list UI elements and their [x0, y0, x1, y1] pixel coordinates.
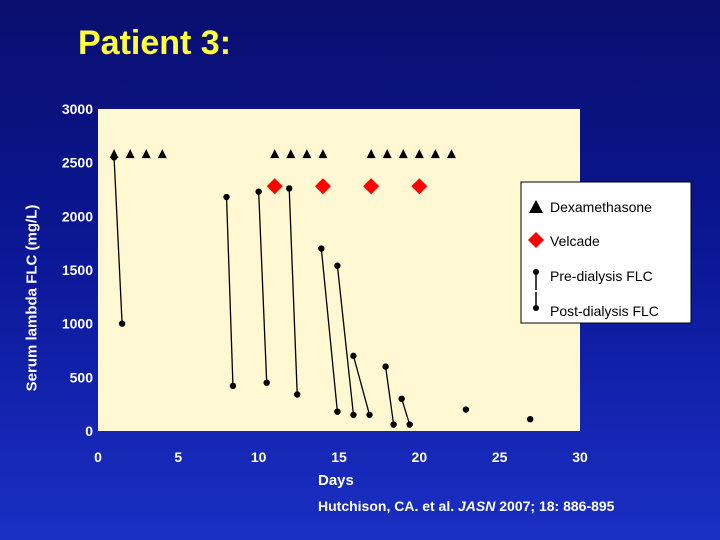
y-tick-label: 500	[70, 369, 94, 385]
dialysis-line	[352, 355, 371, 416]
citation-details: 2007; 18: 886-895	[499, 498, 615, 514]
dexamethasone-marker	[366, 149, 376, 159]
velcade-marker	[266, 178, 283, 195]
x-tick-label: 5	[174, 449, 182, 465]
dexamethasone-marker	[398, 149, 408, 159]
legend-post-dialysis-label: Post-dialysis FLC	[550, 303, 659, 319]
post-dialysis-point	[263, 379, 270, 386]
post-dialysis-point	[229, 382, 237, 390]
dexamethasone-marker	[382, 149, 392, 159]
x-tick-label: 25	[492, 449, 508, 465]
dexamethasone-marker	[157, 149, 167, 159]
post-dialysis-point	[350, 411, 357, 419]
dexamethasone-marker	[318, 149, 328, 159]
dialysis-line	[288, 188, 298, 395]
flc-point	[526, 415, 534, 423]
dexamethasone-marker	[286, 149, 296, 159]
legend-velcade-label: Velcade	[550, 233, 600, 249]
dialysis-line	[401, 398, 411, 425]
dialysis-line	[225, 196, 234, 386]
dialysis-line	[258, 191, 268, 383]
y-tick-label: 0	[85, 423, 93, 439]
legend-box	[520, 181, 692, 324]
dialysis-line	[336, 265, 355, 415]
post-dialysis-point	[294, 391, 301, 398]
citation-journal: JASN	[458, 498, 496, 514]
flc-point	[462, 406, 470, 413]
x-axis-label: Days	[318, 472, 354, 489]
y-tick-label: 1000	[62, 316, 93, 332]
pre-dialysis-point	[318, 245, 325, 252]
x-tick-label: 0	[94, 449, 102, 465]
x-tick-labels: 0 5 10 15 20 25 30	[94, 449, 588, 465]
pre-dialysis-point	[382, 363, 389, 370]
x-tick-label: 30	[572, 449, 588, 465]
dialysis-line	[384, 366, 395, 425]
dexamethasone-marker	[141, 149, 151, 159]
y-tick-labels: 0 500 1000 1500 2000 2500 3000	[62, 101, 93, 439]
pre-dialysis-point	[255, 188, 262, 195]
y-tick-label: 2500	[62, 155, 93, 171]
x-tick-label: 20	[412, 449, 428, 465]
velcade-marker	[363, 178, 380, 195]
post-dialysis-point	[366, 411, 373, 419]
post-dialysis-point	[118, 320, 126, 327]
dexamethasone-marker	[270, 149, 280, 159]
pre-dialysis-point	[398, 395, 405, 402]
legend-velcade-icon	[528, 232, 544, 248]
pre-dialysis-point	[350, 352, 357, 360]
pre-dialysis-point	[110, 154, 118, 161]
dexamethasone-marker	[430, 149, 440, 159]
dialysis-line	[320, 248, 339, 412]
dialysis-line	[113, 157, 123, 324]
velcade-marker	[411, 178, 428, 195]
post-dialysis-point	[334, 408, 341, 415]
y-tick-label: 1500	[62, 262, 93, 278]
legend-dexamethasone-icon	[529, 200, 543, 213]
dexamethasone-marker	[302, 149, 312, 159]
slide-title: Patient 3:	[78, 24, 232, 62]
legend-dexamethasone-label: Dexamethasone	[550, 199, 652, 215]
y-tick-label: 2000	[62, 208, 93, 224]
post-dialysis-point	[390, 421, 397, 428]
pre-dialysis-point	[334, 262, 341, 269]
x-tick-label: 15	[331, 449, 347, 465]
pre-dialysis-point	[285, 185, 293, 192]
y-tick-label: 3000	[62, 101, 93, 117]
legend-pre-dialysis-label: Pre-dialysis FLC	[550, 268, 653, 284]
citation-authors: Hutchison, CA. et al.	[318, 498, 455, 514]
plot-area	[98, 109, 580, 431]
legend-post-dialysis-dot	[533, 305, 539, 311]
citation: Hutchison, CA. et al. JASN 2007; 18: 886…	[318, 498, 614, 514]
x-tick-label: 10	[251, 449, 267, 465]
dexamethasone-marker	[125, 149, 135, 159]
pre-dialysis-point	[223, 193, 230, 201]
post-dialysis-point	[406, 421, 413, 428]
dexamethasone-marker	[446, 149, 456, 159]
data-marks	[109, 149, 534, 428]
velcade-marker	[314, 178, 331, 195]
legend: Dexamethasone Velcade Pre-dialysis FLC P…	[520, 181, 692, 324]
legend-pre-dialysis-dot	[533, 269, 539, 275]
dexamethasone-marker	[414, 149, 424, 159]
